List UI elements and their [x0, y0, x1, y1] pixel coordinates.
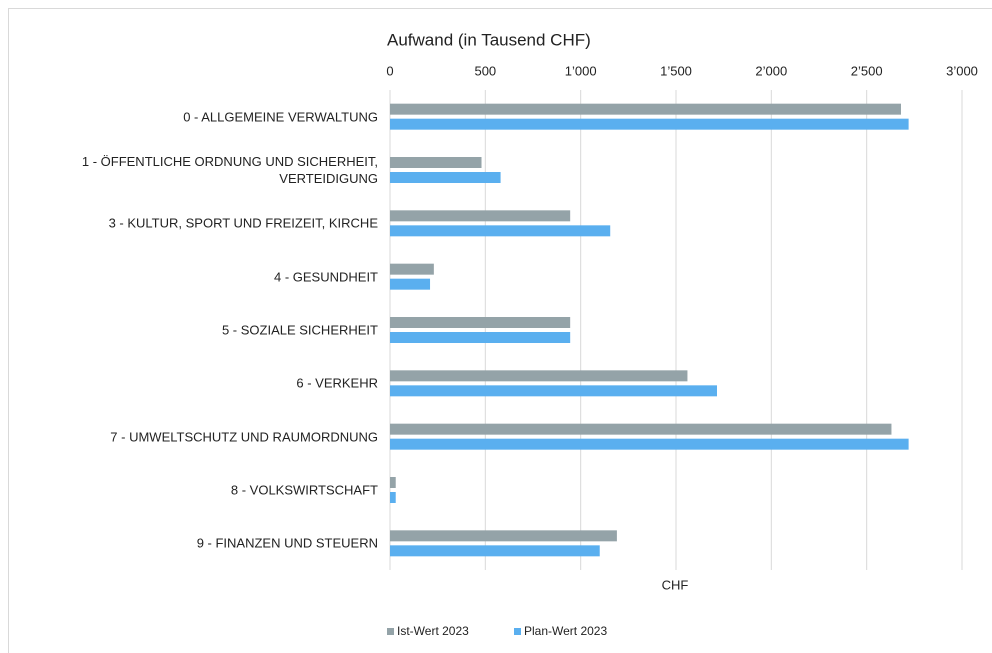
legend-swatch	[514, 628, 521, 635]
y-tick-label: 5 - SOZIALE SICHERHEIT	[221, 322, 378, 338]
bar	[390, 172, 501, 183]
y-tick-label: 3 - KULTUR, SPORT UND FREIZEIT, KIRCHE	[108, 215, 378, 231]
bar	[390, 278, 431, 290]
bar	[390, 332, 571, 343]
bar	[390, 530, 617, 542]
y-tick-label: 1 - ÖFFENTLICHE ORDNUNG UND SICHERHEIT, …	[81, 154, 378, 186]
bar	[390, 370, 688, 382]
bar	[390, 423, 892, 435]
bar	[390, 545, 600, 557]
bar	[390, 317, 571, 328]
x-tick-label: 2’500	[851, 63, 883, 78]
bar	[390, 157, 482, 168]
legend-label: Plan-Wert 2023	[524, 624, 607, 638]
y-tick-label: 7 - UMWELTSCHUTZ UND RAUMORDNUNG	[110, 429, 378, 445]
y-tick-label: 6 - VERKEHR	[296, 375, 378, 391]
x-tick-label: 1’500	[660, 63, 692, 78]
y-tick-label: 9 - FINANZEN UND STEUERN	[196, 535, 378, 551]
x-tick-label: 1’000	[565, 63, 597, 78]
x-tick-label: 3’000	[946, 63, 978, 78]
y-tick-label: 0 - ALLGEMEINE VERWALTUNG	[183, 109, 378, 125]
x-tick-label: 0	[386, 63, 393, 78]
legend-swatch	[387, 628, 394, 635]
x-axis-label: CHF	[662, 577, 689, 592]
bar	[390, 225, 611, 237]
y-tick-label: 8 - VOLKSWIRTSCHAFT	[230, 482, 378, 498]
bar	[390, 210, 571, 222]
x-tick-label: 2’000	[755, 63, 787, 78]
y-tick-label: 4 - GESUNDHEIT	[273, 269, 378, 285]
bar	[390, 263, 434, 275]
bar	[390, 118, 909, 130]
bar	[390, 103, 901, 115]
chart-title: Aufwand (in Tausend CHF)	[387, 30, 591, 49]
bar	[390, 492, 396, 503]
x-tick-label: 500	[474, 63, 496, 78]
bar	[390, 438, 909, 450]
bar	[390, 385, 717, 397]
legend-label: Ist-Wert 2023	[397, 624, 469, 638]
bar	[390, 477, 396, 488]
chart-frame	[8, 8, 992, 653]
